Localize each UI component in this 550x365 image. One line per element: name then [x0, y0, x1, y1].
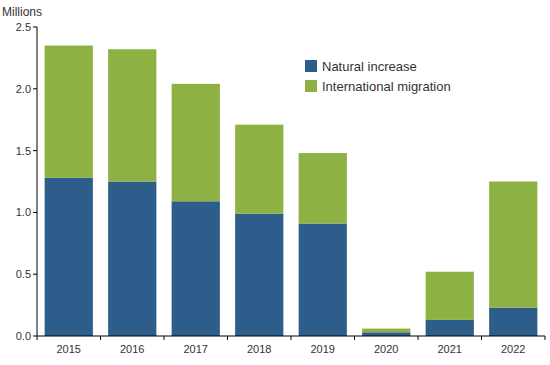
- bars: [45, 46, 538, 336]
- x-tick-label: 2022: [501, 343, 525, 355]
- x-tick-label: 2015: [57, 343, 81, 355]
- legend-swatch: [305, 60, 317, 72]
- x-tick-label: 2017: [184, 343, 208, 355]
- chart-container: Millions 0.0 0.5 1.0 1.5 2.0 2.5 2015 2016 2017 20…: [0, 0, 550, 365]
- x-tick-label: 2021: [438, 343, 462, 355]
- y-tick: [33, 212, 37, 213]
- x-tick-label: 2020: [374, 343, 398, 355]
- x-tick-label: 2018: [247, 343, 271, 355]
- y-tick: [33, 274, 37, 275]
- bar: [362, 332, 410, 336]
- y-axis-label: Millions: [2, 5, 42, 19]
- bar: [108, 182, 156, 337]
- y-tick: [33, 336, 37, 337]
- x-tick-separator: [37, 336, 38, 340]
- bar: [299, 224, 347, 336]
- x-tick-separator: [164, 336, 165, 340]
- y-axis: [37, 27, 38, 336]
- y-tick: [33, 88, 37, 89]
- bar: [235, 214, 283, 336]
- bar: [45, 46, 93, 178]
- bar: [426, 272, 474, 320]
- y-tick-label: 2.5: [16, 21, 31, 33]
- y-tick-label: 0.0: [16, 330, 31, 342]
- bar: [362, 329, 410, 333]
- bar: [172, 84, 220, 201]
- bar: [299, 153, 347, 223]
- bar: [108, 49, 156, 181]
- y-tick-label: 1.0: [16, 206, 31, 218]
- x-tick-separator: [418, 336, 419, 340]
- bar: [426, 320, 474, 336]
- legend-swatch: [305, 80, 317, 92]
- legend-label: Natural increase: [322, 59, 417, 74]
- bar: [235, 125, 283, 214]
- legend-label: International migration: [322, 79, 451, 94]
- x-tick-separator: [354, 336, 355, 340]
- y-tick-label: 1.5: [16, 145, 31, 157]
- bar: [489, 182, 537, 308]
- y-tick: [33, 27, 37, 28]
- x-tick-separator: [545, 336, 546, 340]
- bar: [489, 308, 537, 336]
- chart: Millions 0.0 0.5 1.0 1.5 2.0 2.5 2015 2016 2017 20…: [0, 0, 550, 365]
- x-tick-separator: [227, 336, 228, 340]
- x-tick-separator: [291, 336, 292, 340]
- x-tick-separator: [481, 336, 482, 340]
- y-tick: [33, 150, 37, 151]
- bar: [172, 201, 220, 336]
- x-tick-separator: [100, 336, 101, 340]
- y-tick-label: 2.0: [16, 83, 31, 95]
- y-tick-label: 0.5: [16, 268, 31, 280]
- x-tick-label: 2019: [311, 343, 335, 355]
- bar: [45, 178, 93, 336]
- x-tick-label: 2016: [120, 343, 144, 355]
